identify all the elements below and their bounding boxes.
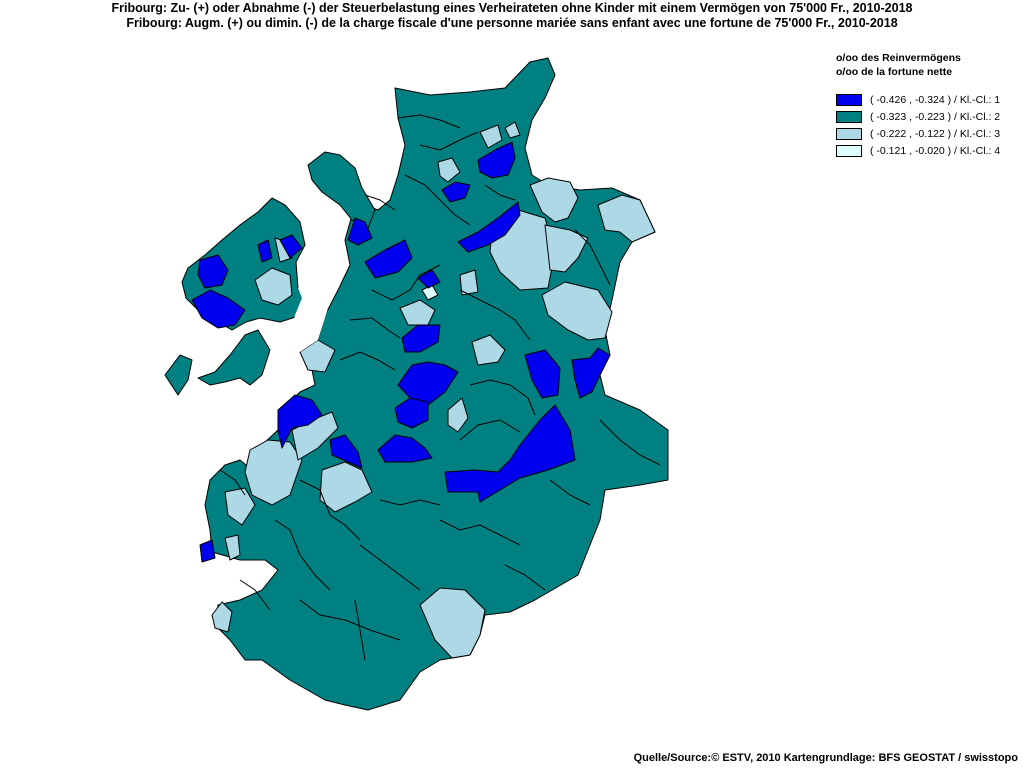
region-class3-f: [471, 334, 506, 366]
region-class3-a: [529, 177, 579, 223]
legend-swatch-class-3: [836, 127, 862, 140]
legend-label-class-1: ( -0.426 , -0.324 ) / Kl.-Cl.: 1: [870, 93, 1001, 106]
legend-row-class-2: ( -0.323 , -0.223 ) / Kl.-Cl.: 2: [836, 108, 1022, 125]
region-class1-c: [257, 239, 273, 263]
region-exclave-west: [164, 354, 193, 396]
region-class1-t: [199, 539, 216, 563]
region-class1-i: [477, 141, 516, 179]
legend-label-class-2: ( -0.323 , -0.223 ) / Kl.-Cl.: 2: [870, 110, 1001, 123]
title-line-de: Fribourg: Zu- (+) oder Abnahme (-) der S…: [111, 1, 913, 15]
legend-heading-fr: o/oo de la fortune nette: [836, 66, 953, 78]
legend-swatch-class-4: [836, 144, 862, 157]
region-class1-n: [377, 434, 433, 463]
map-legend: o/oo des Reinvermögens o/oo de la fortun…: [836, 51, 1022, 159]
region-class3-l: [419, 587, 486, 659]
region-class3-b: [597, 194, 656, 243]
region-class3-u: [504, 121, 521, 139]
legend-swatch-class-2: [836, 110, 862, 123]
region-class3-j: [224, 487, 256, 526]
region-class3-o: [254, 267, 293, 306]
region-class1-p: [329, 434, 363, 469]
region-class1-d: [279, 234, 303, 259]
region-class3-s: [437, 157, 461, 183]
region-class3-q: [459, 269, 479, 296]
region-class1-a: [197, 254, 229, 289]
region-class1-o: [277, 394, 323, 449]
region-class1-e: [347, 217, 373, 246]
legend-label-class-4: ( -0.121 , -0.020 ) / Kl.-Cl.: 4: [870, 144, 1001, 157]
region-class1-k: [401, 324, 441, 353]
region-class3-r: [447, 397, 469, 433]
source-credit: Quelle/Source:© ESTV, 2010 Kartengrundla…: [633, 752, 1018, 764]
region-class1-r: [571, 347, 611, 399]
region-class3-p: [399, 299, 436, 326]
region-class1-b: [191, 289, 246, 329]
region-class1-f: [364, 239, 413, 279]
region-class1-g: [417, 269, 441, 289]
region-class3-t: [479, 124, 503, 149]
legend-heading-de: o/oo des Reinvermögens: [836, 52, 961, 64]
legend-row-class-1: ( -0.426 , -0.324 ) / Kl.-Cl.: 1: [836, 91, 1022, 108]
region-class3-e: [541, 281, 613, 341]
legend-items: ( -0.426 , -0.324 ) / Kl.-Cl.: 1 ( -0.323…: [836, 91, 1022, 159]
municipal-borders: [219, 114, 661, 661]
region-class1-q: [524, 349, 561, 399]
legend-swatch-class-1: [836, 93, 862, 106]
region-class3-m: [211, 601, 233, 633]
legend-label-class-3: ( -0.222 , -0.122 ) / Kl.-Cl.: 3: [870, 127, 1001, 140]
region-class1-m: [394, 397, 429, 429]
title-line-fr: Fribourg: Augm. (+) ou dimin. (-) de la …: [126, 16, 898, 30]
region-class1-s: [444, 404, 576, 503]
region-class3-n: [224, 534, 241, 561]
map-title: Fribourg: Zu- (+) oder Abnahme (-) der S…: [0, 1, 1024, 31]
region-class3-d: [544, 224, 589, 273]
region-class1-h: [441, 181, 471, 203]
region-class3-h: [244, 439, 303, 506]
region-north-strip: [307, 151, 376, 229]
region-class3-k: [319, 461, 373, 513]
lake-area: [290, 220, 348, 352]
legend-row-class-4: ( -0.121 , -0.020 ) / Kl.-Cl.: 4: [836, 142, 1022, 159]
legend-row-class-3: ( -0.222 , -0.122 ) / Kl.-Cl.: 3: [836, 125, 1022, 142]
region-class1-j: [457, 201, 521, 253]
region-exclave-west-2: [197, 329, 271, 386]
